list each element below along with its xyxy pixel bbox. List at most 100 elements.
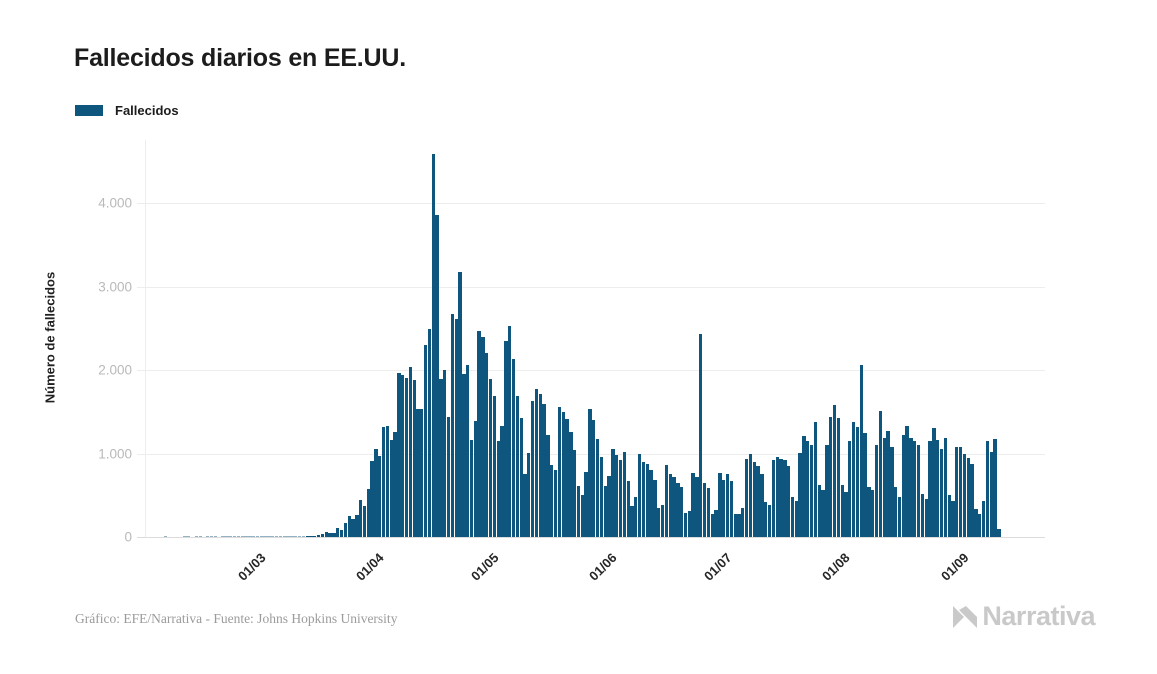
bar[interactable]: [339, 530, 344, 537]
bar[interactable]: [630, 505, 634, 537]
bar[interactable]: [962, 453, 967, 537]
bar[interactable]: [435, 214, 439, 537]
bar[interactable]: [466, 364, 470, 537]
bar[interactable]: [909, 437, 913, 537]
bar[interactable]: [626, 481, 630, 537]
bar[interactable]: [752, 461, 756, 537]
bar[interactable]: [343, 523, 348, 537]
bar[interactable]: [989, 451, 993, 537]
bar[interactable]: [718, 472, 722, 537]
bar[interactable]: [290, 536, 294, 537]
bar[interactable]: [488, 378, 493, 537]
narrativa-logo[interactable]: Narrativa: [952, 601, 1095, 632]
bar[interactable]: [313, 535, 317, 537]
bar[interactable]: [939, 449, 944, 537]
bar[interactable]: [706, 487, 711, 537]
bar[interactable]: [634, 496, 638, 537]
bar[interactable]: [462, 373, 466, 537]
bar[interactable]: [947, 495, 951, 537]
bar[interactable]: [164, 536, 168, 537]
bar[interactable]: [427, 328, 432, 537]
bar[interactable]: [378, 456, 382, 537]
bar[interactable]: [779, 458, 783, 537]
bar[interactable]: [894, 486, 898, 537]
bar[interactable]: [553, 469, 558, 537]
bar[interactable]: [439, 379, 443, 537]
bar[interactable]: [622, 451, 627, 537]
bar[interactable]: [393, 432, 397, 537]
bar[interactable]: [240, 536, 244, 537]
bar[interactable]: [362, 506, 367, 537]
bar[interactable]: [515, 396, 520, 537]
bar[interactable]: [534, 389, 539, 537]
bar[interactable]: [978, 513, 982, 537]
bar[interactable]: [741, 507, 745, 537]
bar[interactable]: [271, 536, 275, 537]
bar[interactable]: [890, 446, 894, 537]
bar[interactable]: [760, 474, 764, 537]
bar[interactable]: [955, 446, 959, 537]
bar[interactable]: [974, 509, 978, 537]
bar[interactable]: [592, 420, 596, 537]
bar[interactable]: [733, 513, 737, 537]
bar[interactable]: [618, 460, 623, 537]
bar[interactable]: [920, 494, 925, 537]
bar[interactable]: [806, 440, 810, 537]
bar[interactable]: [657, 507, 661, 537]
bar[interactable]: [844, 491, 848, 537]
bar[interactable]: [997, 529, 1001, 537]
bar[interactable]: [573, 449, 577, 537]
bar[interactable]: [699, 333, 703, 537]
bar[interactable]: [458, 271, 462, 537]
bar[interactable]: [595, 438, 600, 537]
bar[interactable]: [951, 501, 955, 537]
bar[interactable]: [523, 474, 527, 537]
bar[interactable]: [676, 482, 680, 537]
bar[interactable]: [874, 445, 879, 537]
bar[interactable]: [194, 536, 199, 537]
bar[interactable]: [783, 460, 787, 537]
bar[interactable]: [229, 536, 233, 537]
bar[interactable]: [481, 337, 485, 537]
bar[interactable]: [420, 408, 424, 537]
bar[interactable]: [187, 536, 191, 537]
bar[interactable]: [615, 455, 619, 537]
bar[interactable]: [309, 536, 313, 537]
bar[interactable]: [397, 372, 401, 537]
bar[interactable]: [412, 380, 416, 537]
bar[interactable]: [550, 464, 554, 537]
bar[interactable]: [450, 313, 455, 537]
bar[interactable]: [370, 460, 374, 537]
bar[interactable]: [259, 536, 263, 537]
bar[interactable]: [871, 490, 875, 537]
bar[interactable]: [813, 421, 818, 537]
bar[interactable]: [748, 453, 753, 537]
bar[interactable]: [913, 440, 917, 537]
bar[interactable]: [958, 446, 963, 537]
bar[interactable]: [653, 480, 657, 537]
bar[interactable]: [607, 476, 611, 537]
bar[interactable]: [423, 345, 428, 537]
bar[interactable]: [905, 425, 909, 537]
bar[interactable]: [504, 340, 508, 537]
bar[interactable]: [542, 403, 546, 537]
bar[interactable]: [561, 411, 565, 537]
bar[interactable]: [469, 440, 474, 537]
bar[interactable]: [829, 416, 833, 537]
bar[interactable]: [294, 536, 298, 537]
bar[interactable]: [603, 486, 607, 537]
bar[interactable]: [278, 536, 283, 537]
bar[interactable]: [687, 511, 691, 537]
bar[interactable]: [569, 431, 573, 537]
bar[interactable]: [599, 456, 604, 537]
bar[interactable]: [863, 433, 867, 537]
bar[interactable]: [206, 536, 210, 537]
bar[interactable]: [916, 445, 921, 537]
bar[interactable]: [725, 474, 730, 537]
bar[interactable]: [767, 505, 772, 537]
bar[interactable]: [584, 472, 588, 537]
bar[interactable]: [347, 516, 351, 537]
bar[interactable]: [790, 496, 795, 537]
bar[interactable]: [645, 464, 649, 537]
bar[interactable]: [764, 501, 768, 537]
